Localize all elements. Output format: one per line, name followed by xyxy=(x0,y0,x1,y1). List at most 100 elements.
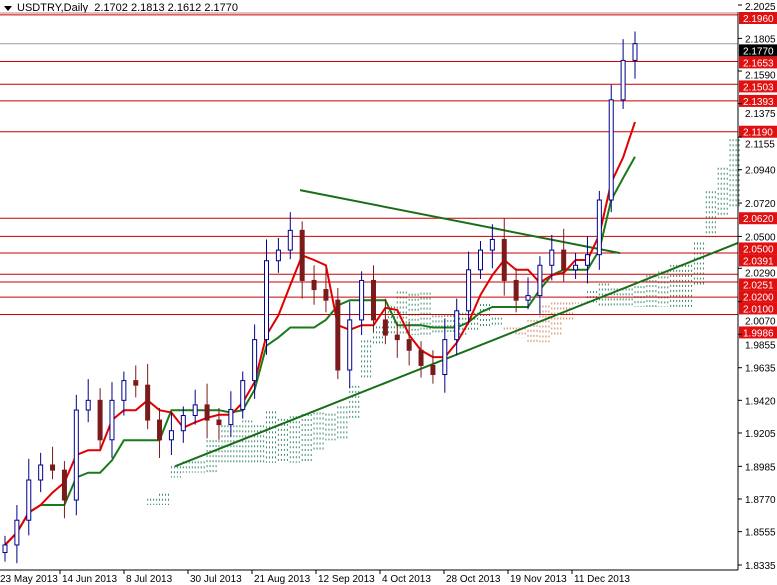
candle-body xyxy=(513,279,519,301)
indicator-lines xyxy=(4,121,636,546)
candle-body xyxy=(466,269,472,312)
candle-body xyxy=(38,464,44,481)
level-label-text: 2.1960 xyxy=(743,14,774,25)
level-label-text: 2.0620 xyxy=(743,214,774,225)
candle xyxy=(596,190,602,270)
level-label: 2.1190 xyxy=(739,125,777,139)
candle-body xyxy=(168,430,174,441)
candle-body xyxy=(382,319,388,336)
candle-body xyxy=(596,199,602,256)
x-tick-label: 4 Oct 2013 xyxy=(382,574,431,585)
candle xyxy=(61,461,67,519)
level-label: 1.9986 xyxy=(739,326,777,339)
y-tick-label: 1.8770 xyxy=(745,495,776,506)
y-tick-label: 1.9205 xyxy=(745,429,776,440)
dropdown-arrow-icon[interactable] xyxy=(4,5,12,11)
candle xyxy=(359,271,365,336)
candle-body xyxy=(370,279,376,321)
y-tick-label: 1.8335 xyxy=(745,561,776,572)
candle-body xyxy=(549,249,555,266)
level-label-text: 2.0100 xyxy=(743,304,774,315)
level-label-text: 2.0200 xyxy=(743,292,774,303)
level-label-text: 2.1393 xyxy=(743,97,774,108)
candle xyxy=(430,350,436,384)
candle-body xyxy=(2,544,8,554)
candle-body xyxy=(145,384,151,421)
symbol-label: USDTRY,Daily xyxy=(17,2,89,14)
current-price-bg xyxy=(739,44,777,57)
candle-body xyxy=(632,43,638,61)
candle xyxy=(561,228,567,282)
candle-body xyxy=(561,249,567,271)
time-axis: 23 May 2013 14 Jun 2013 8 Jul 2013 30 Jul 2… xyxy=(0,569,738,585)
candle-body xyxy=(180,415,186,432)
candle-body xyxy=(61,469,67,501)
level-label-bg xyxy=(739,80,777,93)
candle-body xyxy=(347,319,353,371)
candle xyxy=(145,363,151,430)
y-tick-label: 1.9635 xyxy=(745,364,776,375)
candle xyxy=(382,298,388,345)
y-tick-label: 2.0940 xyxy=(745,166,776,177)
ichimoku-cloud xyxy=(147,139,740,505)
candle-body xyxy=(335,299,341,371)
candle-body xyxy=(608,99,614,201)
candle xyxy=(620,39,626,109)
candle-body xyxy=(264,260,270,341)
level-label-bg xyxy=(739,254,777,267)
level-label-bg xyxy=(739,278,777,291)
y-tick-label: 2.1590 xyxy=(745,70,776,81)
level-label: 2.0251 xyxy=(739,278,777,291)
candle xyxy=(513,268,519,313)
y-tick-label: 1.9420 xyxy=(745,396,776,407)
candle-body xyxy=(573,264,579,271)
candle xyxy=(264,239,270,355)
level-label-text: 2.1190 xyxy=(743,128,773,139)
candle-body xyxy=(157,419,163,441)
x-tick-label: 23 May 2013 xyxy=(0,574,58,585)
candle xyxy=(442,318,448,393)
candle xyxy=(50,446,56,480)
candle xyxy=(73,394,79,516)
x-tick-label: 28 Oct 2013 xyxy=(446,574,501,585)
candle xyxy=(299,221,305,299)
candle-body xyxy=(133,380,139,386)
candle xyxy=(109,382,115,459)
candle xyxy=(335,288,341,380)
candle-body xyxy=(287,229,293,251)
level-label-bg xyxy=(739,12,777,24)
ohlc-readout: 2.1702 2.1813 2.1612 2.1770 xyxy=(94,2,238,14)
candle-body xyxy=(97,399,103,441)
candle-body xyxy=(252,339,258,382)
level-label-text: 1.9986 xyxy=(743,328,774,339)
x-tick-label: 11 Dec 2013 xyxy=(574,574,630,585)
candle xyxy=(14,505,20,564)
candle-body xyxy=(489,238,495,251)
x-tick-label: 21 Aug 2013 xyxy=(254,574,311,585)
candle-body xyxy=(323,289,329,301)
candle xyxy=(228,391,234,437)
x-tick-label: 12 Sep 2013 xyxy=(318,574,375,585)
level-label-text: 2.1503 xyxy=(743,82,774,93)
level-label: 2.0500 xyxy=(739,242,777,255)
y-tick-label: 2.1375 xyxy=(745,109,776,120)
candle xyxy=(477,240,483,279)
level-label-bg xyxy=(739,212,777,225)
candle xyxy=(26,458,32,536)
level-label: 2.1960 xyxy=(739,12,777,25)
candle xyxy=(394,322,400,358)
trendline-upper xyxy=(299,189,621,255)
candle xyxy=(573,253,579,279)
candle-body xyxy=(525,295,531,301)
x-tick-label: 30 Jul 2013 xyxy=(190,574,242,585)
candle xyxy=(192,389,198,425)
candle xyxy=(97,388,103,449)
candle xyxy=(311,265,317,305)
candle-body xyxy=(26,479,32,521)
candle xyxy=(287,212,293,260)
candle xyxy=(525,277,531,310)
level-label-bg xyxy=(739,125,777,138)
candle xyxy=(608,84,614,213)
level-label-text: 2.1653 xyxy=(743,58,774,69)
